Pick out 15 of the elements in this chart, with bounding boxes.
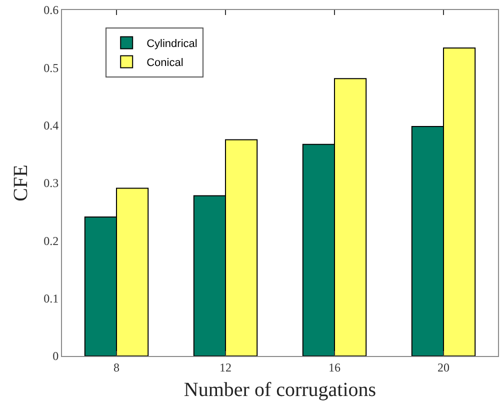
y-tick-label: 0.5 xyxy=(44,60,59,75)
y-tick-label: 0.6 xyxy=(44,3,59,18)
y-tick-label: 0.4 xyxy=(44,118,59,133)
y-tick-label: 0.3 xyxy=(44,176,59,190)
x-tick-label: 8 xyxy=(114,360,120,374)
y-axis-title: CFE xyxy=(10,164,32,202)
x-tick-label: 16 xyxy=(328,360,340,374)
y-tick-label: 0 xyxy=(52,349,59,364)
legend-label: Cylindrical xyxy=(146,38,198,50)
x-tick-label: 20 xyxy=(438,360,450,374)
y-tick-label: 0.2 xyxy=(44,234,59,248)
x-axis-title: Number of corrugations xyxy=(184,378,376,401)
x-tick-label: 12 xyxy=(220,360,232,374)
legend-label: Conical xyxy=(146,57,184,70)
y-tick-label: 0.1 xyxy=(44,292,59,306)
